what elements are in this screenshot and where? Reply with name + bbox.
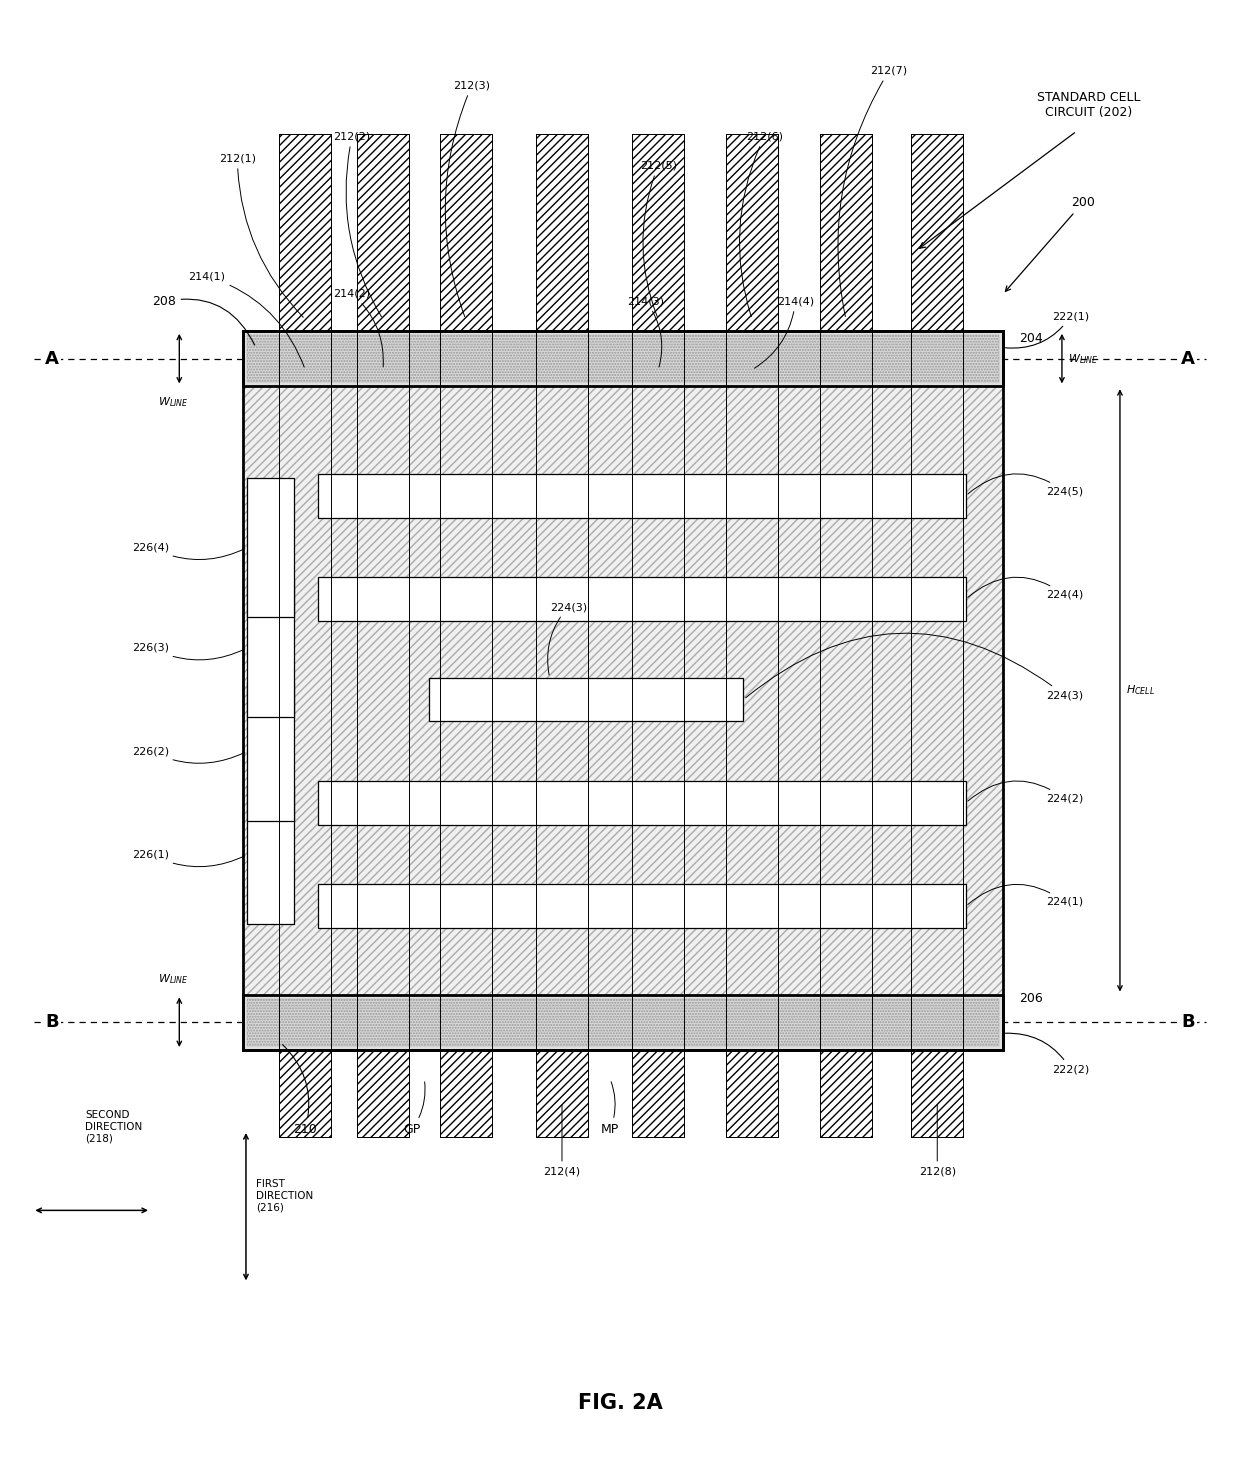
Bar <box>727 135 777 1138</box>
Bar <box>429 678 744 722</box>
Text: 226(2): 226(2) <box>133 747 244 763</box>
Text: FIG. 2A: FIG. 2A <box>578 1392 662 1413</box>
Text: 222(2): 222(2) <box>1006 1034 1089 1075</box>
Bar <box>911 135 963 1138</box>
Bar <box>632 135 684 1138</box>
Text: $W_{LINE}$: $W_{LINE}$ <box>157 972 188 985</box>
Bar <box>911 135 963 1138</box>
Text: FIRST
DIRECTION
(216): FIRST DIRECTION (216) <box>255 1179 312 1212</box>
Bar <box>243 386 1003 994</box>
Bar <box>279 135 331 1138</box>
Text: A: A <box>45 350 60 367</box>
Text: 222(1): 222(1) <box>1006 312 1089 348</box>
Text: 214(2): 214(2) <box>334 288 383 367</box>
Text: 226(4): 226(4) <box>133 543 244 559</box>
Text: 212(6): 212(6) <box>739 132 782 316</box>
Bar <box>247 785 294 924</box>
Bar <box>247 578 294 717</box>
Text: 208: 208 <box>151 296 254 346</box>
Bar <box>247 479 294 616</box>
Text: MP: MP <box>601 1082 619 1136</box>
Text: 214(3): 214(3) <box>627 296 665 367</box>
Bar <box>536 135 588 1138</box>
Text: STANDARD CELL
CIRCUIT (202): STANDARD CELL CIRCUIT (202) <box>1038 91 1141 119</box>
Bar <box>820 135 872 1138</box>
Bar <box>317 884 966 928</box>
Bar <box>243 994 1003 1050</box>
Text: 224(4): 224(4) <box>967 577 1083 600</box>
Text: B: B <box>1180 1013 1194 1031</box>
Bar <box>536 135 588 1138</box>
Bar <box>243 331 1003 386</box>
Text: 224(5): 224(5) <box>967 474 1083 496</box>
Bar <box>357 135 409 1138</box>
Bar <box>357 135 409 1138</box>
Bar <box>317 782 966 824</box>
Text: SECOND
DIRECTION
(218): SECOND DIRECTION (218) <box>86 1110 143 1143</box>
Bar <box>247 335 999 382</box>
Text: 212(4): 212(4) <box>543 1105 580 1177</box>
Text: 224(1): 224(1) <box>967 884 1083 908</box>
Bar <box>440 135 491 1138</box>
Bar <box>243 994 1003 1050</box>
Text: 226(3): 226(3) <box>133 643 244 660</box>
Text: 212(5): 212(5) <box>640 161 677 316</box>
Text: 224(2): 224(2) <box>967 780 1083 804</box>
Text: 212(1): 212(1) <box>218 154 304 318</box>
Bar <box>317 577 966 621</box>
Text: 214(4): 214(4) <box>754 296 813 369</box>
Bar <box>247 998 999 1045</box>
Text: 214(1): 214(1) <box>188 271 304 367</box>
Text: 204: 204 <box>1019 332 1043 344</box>
Text: B: B <box>46 1013 60 1031</box>
Bar <box>247 682 294 820</box>
Text: 224(3): 224(3) <box>745 632 1083 700</box>
Bar <box>632 135 684 1138</box>
Bar <box>440 135 491 1138</box>
Bar <box>820 135 872 1138</box>
Text: 206: 206 <box>1019 993 1043 1006</box>
Text: 200: 200 <box>1006 196 1095 291</box>
Bar <box>727 135 777 1138</box>
Text: 210: 210 <box>283 1045 317 1136</box>
Bar <box>243 331 1003 1050</box>
Text: 212(3): 212(3) <box>445 81 490 316</box>
Text: A: A <box>1180 350 1195 367</box>
Bar <box>317 474 966 518</box>
Text: GP: GP <box>403 1082 425 1136</box>
Text: 224(3): 224(3) <box>548 602 587 675</box>
Text: $H_{CELL}$: $H_{CELL}$ <box>1126 684 1154 697</box>
Bar <box>243 331 1003 386</box>
Text: $W_{LINE}$: $W_{LINE}$ <box>157 395 188 408</box>
Text: $W_{LINE}$: $W_{LINE}$ <box>1068 351 1099 366</box>
Text: 212(7): 212(7) <box>838 66 908 316</box>
Bar <box>279 135 331 1138</box>
Text: 226(1): 226(1) <box>133 849 244 867</box>
Text: 212(8): 212(8) <box>919 1105 956 1177</box>
Text: 212(2): 212(2) <box>334 132 382 316</box>
